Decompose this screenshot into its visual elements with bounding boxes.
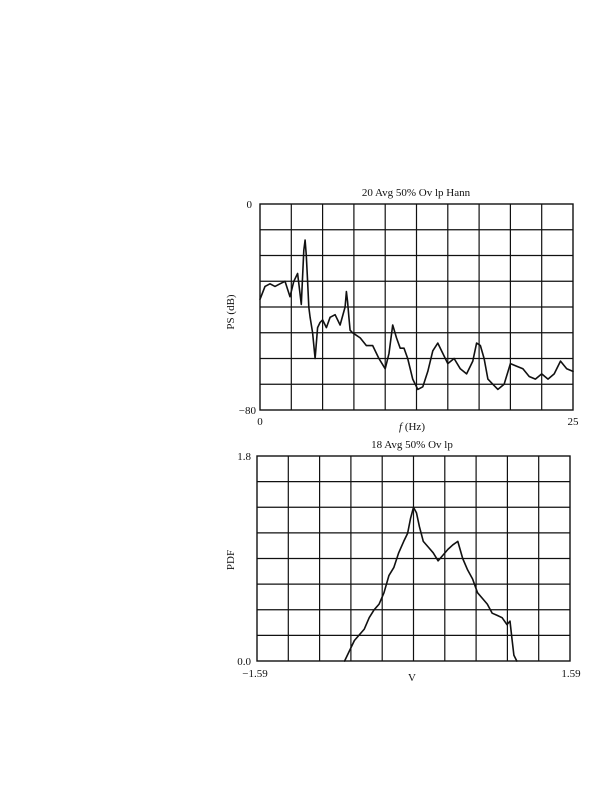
pdf-x-tick-right: 1.59 [561, 668, 581, 680]
pdf-title: 18 Avg 50% Ov lp [371, 439, 453, 451]
ps-y-tick-bottom: −80 [239, 405, 257, 417]
ps-x-tick-right: 25 [568, 416, 580, 428]
ps-y-tick-top: 0 [247, 199, 253, 211]
ps-x-axis-label-unit: (Hz) [402, 421, 425, 433]
pdf-y-tick-bottom: 0.0 [237, 656, 251, 668]
ps-x-axis-label-symbol: f [399, 421, 404, 433]
pdf-series-line [343, 506, 518, 662]
pdf-grid [257, 456, 570, 661]
ps-grid [260, 204, 573, 410]
ps-series-line [259, 239, 574, 391]
pdf-x-axis-label: V [408, 672, 416, 684]
pdf-chart: 18 Avg 50% Ov lp 1.8 0.0 −1.59 1.59 V PD… [225, 439, 581, 684]
ps-title: 20 Avg 50% Ov lp Hann [362, 187, 471, 199]
pdf-y-tick-top: 1.8 [237, 451, 251, 463]
ps-y-axis-label: PS (dB) [225, 294, 237, 329]
pdf-plot-frame [256, 455, 571, 662]
pdf-y-axis-label: PDF [225, 550, 237, 570]
ps-x-tick-left: 0 [257, 416, 263, 428]
ps-plot-frame [259, 203, 574, 411]
ps-x-axis-label: f (Hz) [399, 421, 425, 433]
power-spectrum-chart: 20 Avg 50% Ov lp Hann 0 −80 0 25 f (Hz) … [225, 187, 579, 433]
pdf-x-tick-left: −1.59 [242, 668, 268, 680]
